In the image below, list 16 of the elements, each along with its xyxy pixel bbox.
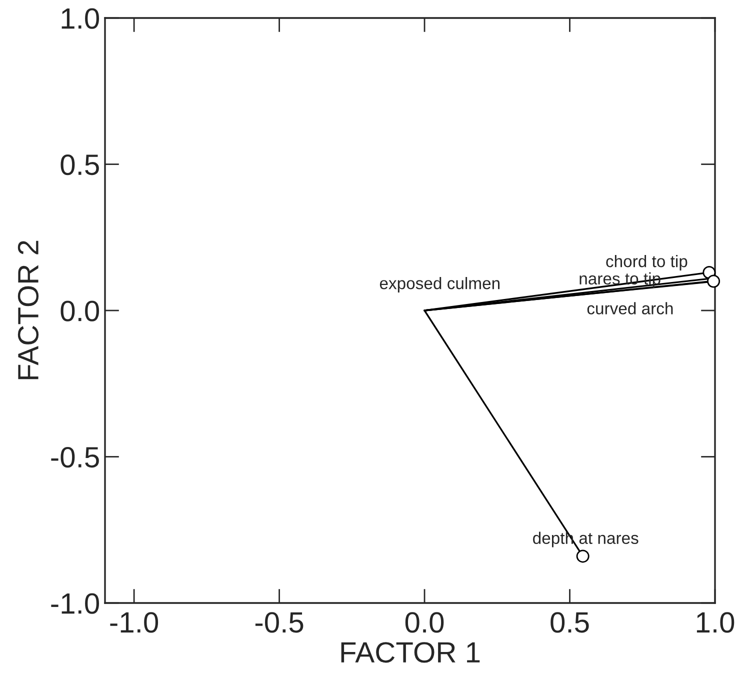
annotation: chord to tip bbox=[606, 254, 688, 271]
x-tick-label: -0.5 bbox=[255, 612, 304, 633]
y-tick-label: 0.5 bbox=[60, 154, 99, 176]
x-tick-label: -1.0 bbox=[110, 612, 158, 633]
x-axis-title: FACTOR 1 bbox=[341, 642, 480, 663]
y-tick-label: -0.5 bbox=[51, 446, 99, 468]
annotation: curved arch bbox=[587, 302, 673, 314]
x-tick-label: 0.5 bbox=[550, 612, 589, 633]
y-axis-title: FACTOR 2 bbox=[18, 240, 39, 380]
y-tick-label: 1.0 bbox=[62, 8, 99, 29]
annotation: exposed culmen bbox=[380, 276, 500, 293]
y-tick-label: 0.0 bbox=[60, 300, 99, 322]
x-tick-label: 1.0 bbox=[696, 612, 734, 633]
x-tick-label: 0.0 bbox=[405, 612, 444, 633]
y-tick-label: -1.0 bbox=[51, 593, 100, 614]
annotation: depth at nares bbox=[533, 532, 638, 548]
